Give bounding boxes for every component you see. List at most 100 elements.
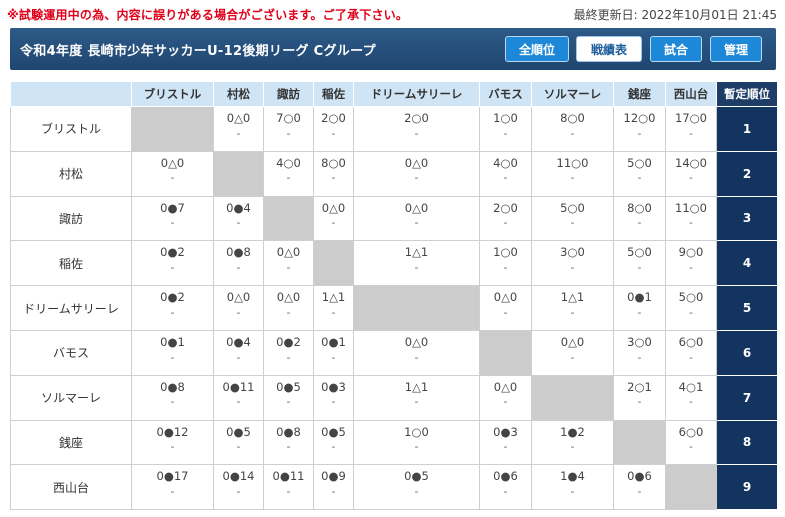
result-cell[interactable]: 0●4- [213,195,264,242]
result-cell[interactable]: 11○0- [665,195,717,242]
match-detail-text: - [503,484,508,498]
result-cell[interactable]: 0△0- [313,195,354,242]
result-cell[interactable]: 0△0- [353,195,480,242]
result-cell[interactable]: 0△0- [479,374,532,421]
result-cell[interactable]: 0●12- [131,419,214,466]
result-cell[interactable]: 1△1- [353,374,480,421]
result-cell[interactable]: 2○0- [479,195,532,242]
result-cell[interactable]: 0△0- [263,285,314,331]
results-table-button[interactable]: 戦績表 [576,36,642,62]
match-detail-text: - [689,395,693,409]
match-detail-text: - [414,440,419,454]
result-cell[interactable]: 14○0- [665,150,717,197]
score-text: 0●2 [160,245,185,260]
table-row: 西山台 0●17-0●14-0●11-0●9-0●5-0●6-1●4-0●6-9 [10,464,778,511]
score-text: 3○0 [560,245,585,260]
result-cell[interactable]: 4○0- [479,150,532,197]
score-text: 0△0 [493,379,518,394]
match-detail-text: - [689,260,693,274]
col-header: 西山台 [665,81,717,107]
all-rankings-button[interactable]: 全順位 [505,36,569,62]
match-detail-text: - [331,350,336,364]
result-cell[interactable]: 7○0- [263,106,314,152]
result-cell[interactable]: 2○1- [613,374,666,421]
match-detail-text: - [286,440,291,454]
result-cell[interactable]: 0△0- [213,106,264,152]
result-cell[interactable]: 17○0- [665,106,717,152]
result-cell[interactable]: 0●2- [131,240,214,287]
result-cell[interactable]: 5○0- [531,195,614,242]
match-detail-text: - [503,216,508,230]
result-cell[interactable]: 2○0- [313,106,354,152]
result-cell[interactable]: 0●5- [213,419,264,466]
result-cell[interactable]: 11○0- [531,150,614,197]
result-cell[interactable]: 0△0- [131,150,214,197]
matches-button[interactable]: 試合 [650,36,702,62]
result-cell[interactable]: 5○0- [665,285,717,331]
result-cell[interactable]: 1△1- [313,285,354,331]
result-cell[interactable]: 0△0- [353,150,480,197]
result-cell[interactable]: 0●1- [313,329,354,376]
result-cell[interactable]: 12○0- [613,106,666,152]
result-cell[interactable]: 1○0- [353,419,480,466]
result-cell[interactable]: 0●2- [131,285,214,331]
admin-button[interactable]: 管理 [710,36,762,62]
result-cell[interactable]: 0●5- [263,374,314,421]
result-cell[interactable]: 3○0- [531,240,614,287]
result-cell[interactable]: 0●6- [479,464,532,511]
table-row: 稲佐 0●2-0●8-0△0-1△1-1○0-3○0-5○0-9○0-4 [10,240,778,287]
result-cell[interactable]: 0●3- [313,374,354,421]
result-cell[interactable]: 6○0- [665,419,717,466]
result-cell[interactable]: 0●1- [131,329,214,376]
match-detail-text: - [170,440,175,454]
result-cell[interactable]: 6○0- [665,329,717,376]
result-cell[interactable]: 8○0- [531,106,614,152]
result-cell[interactable]: 1○0- [479,106,532,152]
result-cell[interactable]: 0●5- [313,419,354,466]
result-cell[interactable]: 0●6- [613,464,666,511]
match-detail-text: - [414,484,419,498]
result-cell[interactable]: 4○1- [665,374,717,421]
result-cell[interactable]: 0●8- [131,374,214,421]
result-cell[interactable]: 5○0- [613,150,666,197]
result-cell[interactable]: 0△0- [531,329,614,376]
result-cell[interactable]: 4○0- [263,150,314,197]
score-text: 11○0 [675,200,707,215]
result-cell[interactable]: 0●11- [213,374,264,421]
match-detail-text: - [414,260,419,274]
result-cell[interactable]: 1△1- [353,240,480,287]
match-detail-text: - [570,350,575,364]
result-cell[interactable]: 0●11- [263,464,314,511]
result-cell[interactable]: 0●4- [213,329,264,376]
result-cell[interactable]: 9○0- [665,240,717,287]
result-cell[interactable]: 1●4- [531,464,614,511]
result-cell[interactable]: 0●8- [263,419,314,466]
result-cell[interactable]: 3○0- [613,329,666,376]
score-text: 0●4 [226,200,251,215]
result-cell[interactable]: 0●9- [313,464,354,511]
result-cell[interactable]: 0●8- [213,240,264,287]
result-cell[interactable]: 0△0- [479,285,532,331]
result-cell[interactable]: 8○0- [313,150,354,197]
result-cell[interactable]: 1○0- [479,240,532,287]
result-cell[interactable]: 0●5- [353,464,480,511]
result-cell[interactable]: 1●2- [531,419,614,466]
col-header: 諏訪 [263,81,314,107]
result-cell[interactable]: 0△0- [353,329,480,376]
result-cell[interactable]: 5○0- [613,240,666,287]
result-cell[interactable]: 0●7- [131,195,214,242]
match-detail-text: - [414,216,419,230]
result-cell[interactable]: 0△0- [263,240,314,287]
result-cell[interactable]: 8○0- [613,195,666,242]
row-team-name: ブリストル [10,106,132,152]
result-cell[interactable]: 2○0- [353,106,480,152]
result-cell[interactable]: 1△1- [531,285,614,331]
result-cell[interactable]: 0●17- [131,464,214,511]
header-row: ブリストル 村松 諏訪 稲佐 ドリームサリーレ バモス ソルマーレ 銭座 西山台… [10,81,778,107]
result-cell[interactable]: 0●3- [479,419,532,466]
result-cell[interactable]: 0●1- [613,285,666,331]
result-cell[interactable]: 0●14- [213,464,264,511]
result-cell[interactable]: 0●2- [263,329,314,376]
result-cell[interactable]: 0△0- [213,285,264,331]
score-text: 2○1 [627,379,652,394]
